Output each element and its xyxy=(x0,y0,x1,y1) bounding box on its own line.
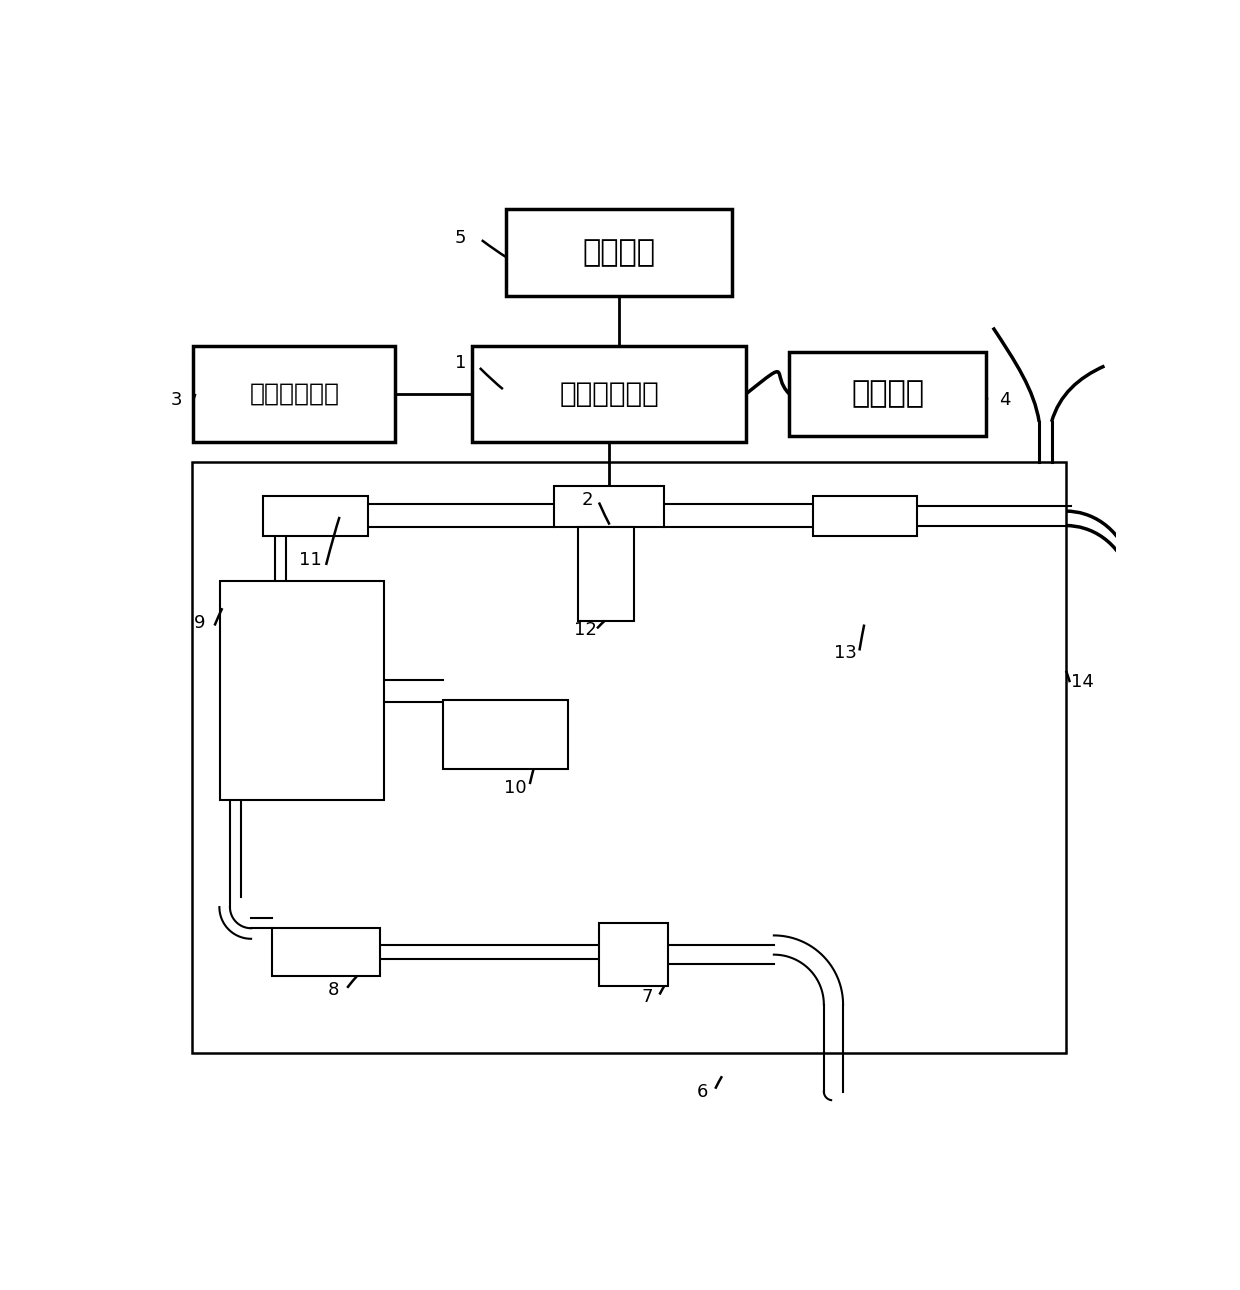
Text: 14: 14 xyxy=(1071,673,1094,691)
Text: 显示单元: 显示单元 xyxy=(583,239,655,267)
Bar xyxy=(789,352,986,436)
Bar xyxy=(273,929,379,977)
Text: 13: 13 xyxy=(833,645,857,662)
Text: 中央处理单元: 中央处理单元 xyxy=(559,379,658,408)
Text: 1: 1 xyxy=(455,355,466,372)
Text: 4: 4 xyxy=(998,391,1011,409)
Text: 7: 7 xyxy=(641,988,652,1006)
Bar xyxy=(578,526,634,620)
Text: 12: 12 xyxy=(574,622,596,640)
Text: 电源单元: 电源单元 xyxy=(852,379,924,409)
Text: 9: 9 xyxy=(193,614,205,632)
Bar xyxy=(193,346,396,442)
Bar xyxy=(472,346,746,442)
Text: 3: 3 xyxy=(170,391,182,409)
Bar xyxy=(191,462,1066,1053)
Bar xyxy=(506,209,732,295)
Text: 6: 6 xyxy=(697,1082,708,1100)
Bar xyxy=(813,495,918,537)
Bar xyxy=(444,699,568,769)
Text: 10: 10 xyxy=(505,779,527,797)
Bar xyxy=(599,924,668,986)
Text: 5: 5 xyxy=(455,230,466,248)
Bar xyxy=(263,495,368,537)
Text: 2: 2 xyxy=(582,490,593,508)
Text: 11: 11 xyxy=(299,551,322,569)
Bar xyxy=(221,582,383,800)
Bar xyxy=(554,486,665,526)
Text: 8: 8 xyxy=(329,980,340,998)
Text: 信息采集单元: 信息采集单元 xyxy=(249,382,340,406)
